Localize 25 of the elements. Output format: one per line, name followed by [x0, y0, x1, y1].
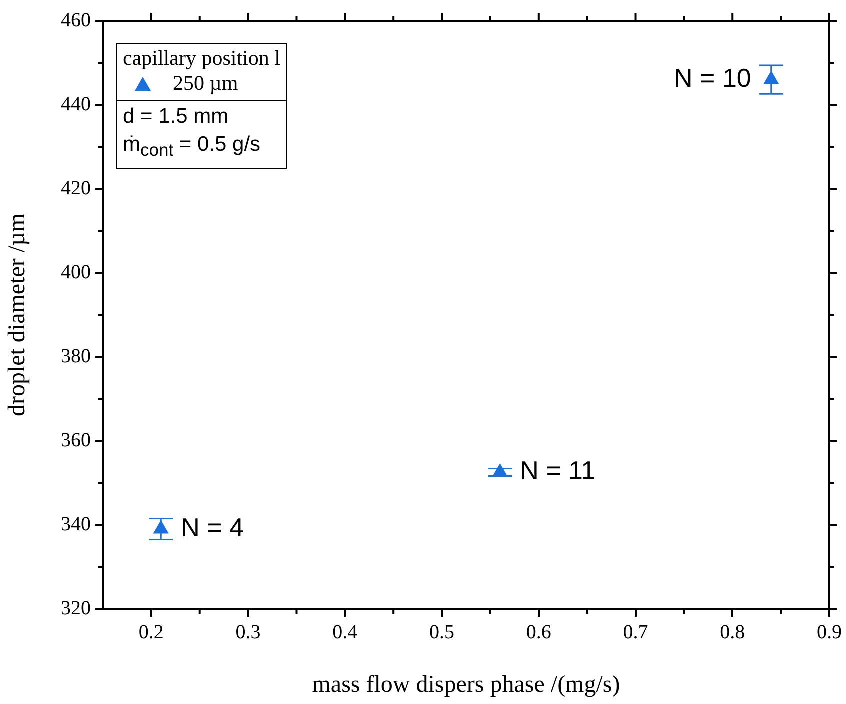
x-axis-title: mass flow dispers phase /(mg/s): [312, 672, 620, 698]
x-tick-label: 0.3: [236, 621, 261, 644]
y-tick-label: 460: [61, 9, 91, 32]
annotation: N = 10: [674, 62, 752, 93]
annotation: N = 4: [181, 512, 244, 542]
legend-title: capillary position l: [122, 45, 282, 71]
x-tick-label: 0.6: [526, 621, 552, 644]
x-tick-label: 0.2: [138, 621, 164, 644]
x-tick-label: 0.8: [720, 621, 746, 644]
x-tick-label: 0.5: [430, 621, 455, 644]
annotation: d = 1.5 mm: [123, 104, 230, 130]
y-tick-label: 380: [61, 345, 91, 368]
y-tick-label: 320: [61, 597, 91, 620]
x-tick-label: 0.9: [817, 621, 842, 644]
x-tick-label: 0.7: [623, 621, 648, 644]
annotation: ṁ$_{cont}$ = 0.5 g/s: [123, 132, 262, 162]
y-tick-label: 360: [61, 429, 91, 452]
y-tick-label: 400: [61, 261, 91, 284]
legend-label: 250 µm: [173, 71, 238, 96]
y-tick-label: 440: [61, 93, 91, 116]
annotation: N = 11: [520, 456, 596, 486]
y-tick-label: 420: [61, 177, 91, 200]
x-tick-label: 0.4: [332, 621, 358, 644]
y-axis-title: droplet diameter /µm: [4, 213, 31, 417]
y-tick-label: 340: [61, 513, 91, 536]
